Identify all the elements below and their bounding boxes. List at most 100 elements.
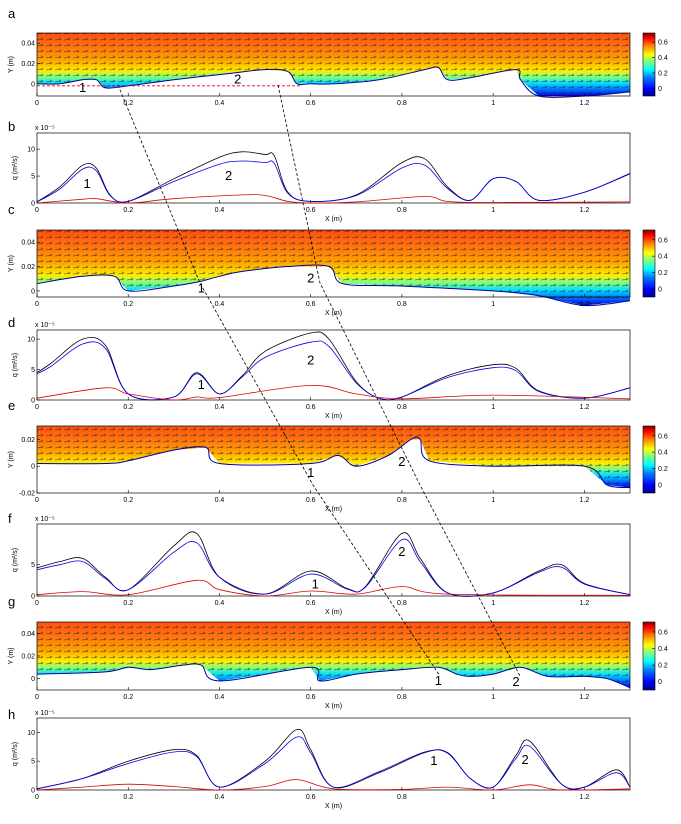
velocity-vectors xyxy=(37,622,630,688)
y-axis-label: Y (m) xyxy=(8,451,15,468)
x-tick-label: 0.6 xyxy=(306,301,316,308)
x-tick-label: 0.4 xyxy=(215,694,225,701)
plot-frame xyxy=(36,229,631,298)
x-tick-label: 0.4 xyxy=(215,404,225,411)
flux-series-line xyxy=(36,579,631,597)
y-axis-label: Y (m) xyxy=(8,56,15,73)
bedform-label: 2 xyxy=(234,72,241,87)
x-tick-label: 1 xyxy=(491,497,495,504)
y-tick-label: 0.04 xyxy=(21,240,35,247)
x-tick-label: 0.8 xyxy=(397,794,407,801)
colorbar-tick-label: 0 xyxy=(658,679,662,686)
y-tick-label: 10 xyxy=(27,337,35,344)
x-tick-label: 0 xyxy=(35,694,39,701)
field-panel-c: 0 0.02 0.04 Y (m) c 1 2 0 0.2 0.4 0.6 0.8 1 1.2 X (m) 0… xyxy=(8,202,668,317)
x-tick-label: 0.6 xyxy=(306,497,316,504)
x-tick-label: 0.2 xyxy=(123,207,133,214)
x-tick-label: 0.8 xyxy=(397,694,407,701)
panel-letter: e xyxy=(8,398,15,413)
bedform-label: 1 xyxy=(312,577,319,592)
panel-letter: c xyxy=(8,202,15,217)
panel-letter: g xyxy=(8,594,15,609)
x-tick-label: 0.8 xyxy=(397,404,407,411)
x-tick-label: 0 xyxy=(35,404,39,411)
bedform-label: 2 xyxy=(521,752,528,767)
x-tick-label: 0.6 xyxy=(306,100,316,107)
x-tick-label: 0.4 xyxy=(215,301,225,308)
y-tick-label: 0.02 xyxy=(21,264,35,271)
y-tick-label: 0 xyxy=(31,676,35,683)
x-tick-label: 1 xyxy=(491,301,495,308)
x-tick-label: 1.2 xyxy=(580,794,590,801)
flux-series-line xyxy=(36,531,631,597)
x-tick-label: 0 xyxy=(35,301,39,308)
y-axis-label: Y (m) xyxy=(8,255,15,272)
x-tick-label: 0.8 xyxy=(397,301,407,308)
flux-series-line xyxy=(36,538,631,597)
y-axis-label: q (m²/s) xyxy=(12,353,19,377)
bedform-label: 1 xyxy=(307,465,314,480)
x-tick-label: 0.6 xyxy=(306,207,316,214)
colorbar-tick-label: 0.6 xyxy=(658,237,668,244)
x-tick-label: 0.8 xyxy=(397,207,407,214)
x-axis-label: X (m) xyxy=(325,216,342,223)
x-tick-label: 0.2 xyxy=(123,100,133,107)
bedform-label: 2 xyxy=(398,454,405,469)
colorbar-tick-label: 0.6 xyxy=(658,629,668,636)
x-tick-label: 0.6 xyxy=(306,600,316,607)
y-tick-label: 10 xyxy=(27,147,35,154)
x-tick-label: 0.6 xyxy=(306,694,316,701)
x-tick-label: 1.2 xyxy=(580,600,590,607)
bed-profile xyxy=(36,436,631,489)
x-tick-label: 1.2 xyxy=(580,100,590,107)
y-tick-label: -0.02 xyxy=(19,491,35,498)
x-tick-label: 0 xyxy=(35,794,39,801)
y-tick-label: 0 xyxy=(31,464,35,471)
bedform-label: 1 xyxy=(198,280,205,295)
y-axis-label: Y (m) xyxy=(8,648,15,665)
field-panel-g: 0 0.02 0.04 Y (m) g 1 2 0 0.2 0.4 0.6 0.8 1 1.2 X (m) 0… xyxy=(8,594,668,710)
flux-panel-d: 0 5 10 x 10⁻⁵ q (m²/s) d 1 2 0 0.2 0.4 0.6 0.8 1 1.2 X … xyxy=(8,315,631,420)
migration-line-1 xyxy=(117,84,441,677)
y-tick-label: 0 xyxy=(31,594,35,601)
colorbar-tick-label: 0 xyxy=(658,286,662,293)
migration-lines xyxy=(117,84,521,677)
colorbar-tick-label: 0.2 xyxy=(658,70,668,77)
plot-frame xyxy=(36,717,631,791)
y-exponent-label: x 10⁻⁵ xyxy=(35,322,55,329)
bedform-label: 2 xyxy=(307,352,314,367)
panel-letter: d xyxy=(8,315,15,330)
y-tick-label: 0 xyxy=(31,398,35,405)
panel-letter: f xyxy=(8,511,12,526)
x-tick-label: 1.2 xyxy=(580,497,590,504)
bedform-label: 2 xyxy=(225,168,232,183)
y-exponent-label: x 10⁻⁵ xyxy=(35,516,55,523)
x-tick-label: 0 xyxy=(35,207,39,214)
colorbar-tick-label: 0 xyxy=(658,482,662,489)
flux-series-line xyxy=(36,779,631,791)
x-tick-label: 0.4 xyxy=(215,794,225,801)
plot-frame xyxy=(36,329,631,401)
plot-frame xyxy=(36,523,631,597)
flux-panel-b: 0 5 10 x 10⁻⁵ q (m²/s) b 1 2 0 0.2 0.4 0.6 0.8 1 1.2 X … xyxy=(8,119,631,223)
x-tick-label: 0.2 xyxy=(123,794,133,801)
x-tick-label: 0.8 xyxy=(397,600,407,607)
y-tick-label: 5 xyxy=(31,562,35,569)
plot-frame xyxy=(36,32,631,97)
colorbar-tick-label: 0.4 xyxy=(658,646,668,653)
flux-series-line xyxy=(36,340,631,401)
x-tick-label: 0.4 xyxy=(215,207,225,214)
y-tick-label: 0.04 xyxy=(21,631,35,638)
y-tick-label: 0 xyxy=(31,201,35,208)
plot-frame xyxy=(36,132,631,204)
colorbar-tick-label: 0.2 xyxy=(658,466,668,473)
colorbar xyxy=(642,621,656,691)
flux-panel-f: 0 5 x 10⁻⁵ q (m²/s) f 1 2 0 0.2 0.4 0.6 0.8 1 1.2 X (m… xyxy=(8,511,631,616)
x-tick-label: 1 xyxy=(491,794,495,801)
y-axis-label: q (m²/s) xyxy=(12,742,19,766)
y-tick-label: 0 xyxy=(31,81,35,88)
y-tick-label: 0.02 xyxy=(21,61,35,68)
x-axis-label: X (m) xyxy=(325,506,342,513)
panel-letter: h xyxy=(8,707,15,722)
